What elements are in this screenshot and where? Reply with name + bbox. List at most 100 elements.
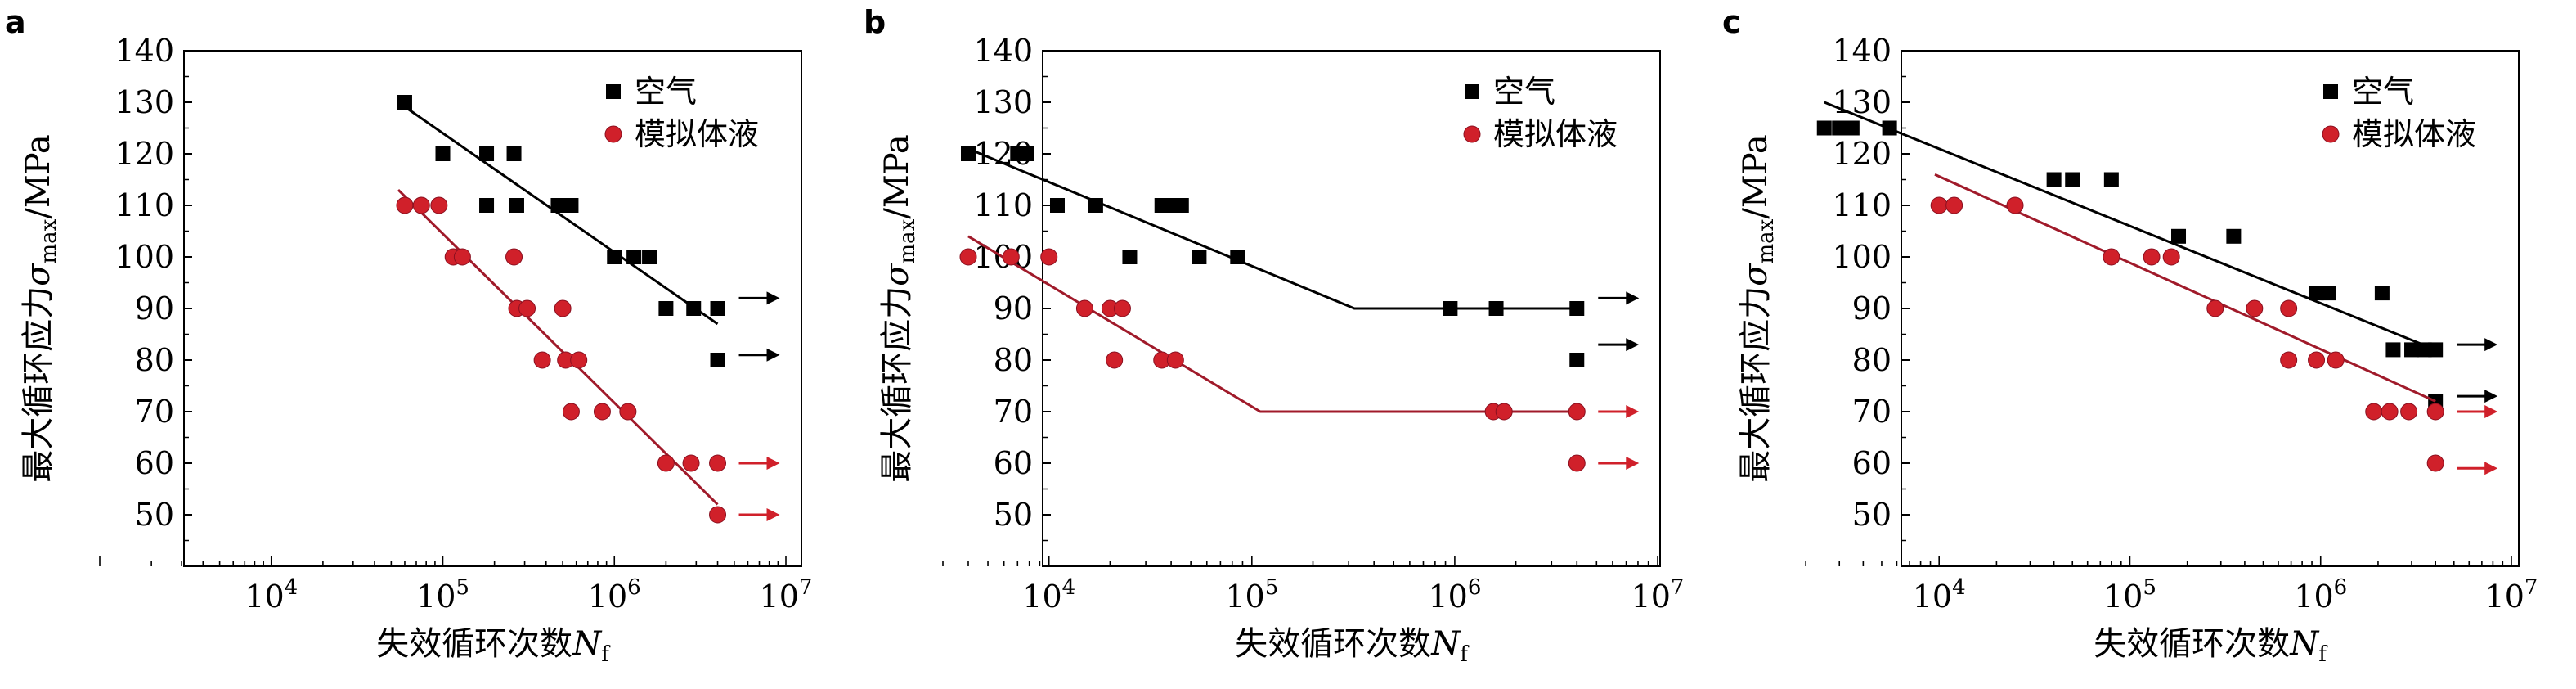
data-point-sbf (2103, 248, 2120, 266)
chart-c-svg: c 50 60 70 80 90 100 110 120 130 140 104 105 106 107 失效… (1722, 4, 2538, 667)
data-point-sbf (2365, 403, 2383, 421)
data-point-sbf (2426, 454, 2444, 472)
data-point-sbf (533, 351, 551, 369)
legend-marker-air (606, 84, 621, 99)
data-point-air (2309, 286, 2324, 301)
y-tick-label: 130 (1832, 84, 1892, 120)
data-point-air (658, 301, 674, 316)
data-point-sbf (1166, 351, 1184, 369)
legend-marker-sbf (1463, 125, 1481, 143)
data-point-air (2321, 286, 2336, 301)
data-point-sbf (2381, 403, 2399, 421)
panel-a: a 50 60 70 80 90 100 110 120 130 140 104 105 106 107 失效… (0, 0, 859, 689)
y-tick-label: 70 (135, 394, 174, 430)
y-tick-label: 120 (114, 136, 174, 172)
data-point-air (563, 198, 579, 213)
y-tick-label: 80 (994, 342, 1033, 378)
panel-label: a (5, 4, 26, 40)
data-point-air (397, 95, 412, 110)
data-point-air (2417, 342, 2432, 358)
runout-arrow-head (766, 508, 780, 521)
data-point-air (2226, 228, 2242, 244)
data-point-sbf (518, 299, 536, 317)
panel-label: b (864, 4, 886, 40)
data-point-sbf (1040, 248, 1058, 266)
data-point-air (1154, 198, 1169, 213)
data-point-air (1844, 120, 1860, 136)
data-point-sbf (2206, 299, 2224, 317)
x-axis-label: 失效循环次数Nf (376, 625, 611, 667)
fit-line-air (967, 147, 1577, 310)
data-point-air (509, 198, 524, 213)
data-point-air (1088, 198, 1103, 213)
data-point-air (550, 198, 566, 213)
legend-label-air: 空气 (635, 74, 697, 110)
y-axis-label: 最大循环应力σmax/MPa (20, 134, 61, 483)
runout-arrow-head (2484, 338, 2498, 352)
data-point-air (1049, 198, 1065, 213)
runout-arrow-head (1626, 291, 1640, 305)
fit-line-air (1824, 101, 2436, 351)
legend-label-air: 空气 (1493, 74, 1555, 110)
data-point-sbf (396, 196, 414, 214)
data-point-sbf (2308, 351, 2326, 369)
data-point-air (479, 146, 495, 161)
data-point-air (2046, 172, 2062, 187)
data-point-sbf (593, 403, 611, 421)
y-tick-label: 100 (114, 239, 174, 275)
y-tick-label: 100 (1832, 239, 1892, 275)
data-point-air (960, 146, 976, 161)
data-point-sbf (657, 454, 675, 472)
data-point-air (2103, 172, 2119, 187)
x-tick-label: 106 (588, 575, 641, 615)
y-tick-label: 50 (994, 497, 1033, 533)
data-point-air (1019, 146, 1034, 161)
data-point-air (607, 250, 622, 264)
panel-label: c (1722, 4, 1741, 40)
x-tick-label: 105 (1225, 575, 1278, 615)
data-point-sbf (619, 403, 637, 421)
data-point-sbf (959, 248, 977, 266)
data-point-sbf (570, 351, 588, 369)
runout-arrow-head (1626, 405, 1640, 418)
legend-label-sbf: 模拟体液 (635, 116, 759, 152)
data-point-air (1122, 250, 1138, 264)
y-axis-label: 最大循环应力σmax/MPa (1737, 134, 1779, 483)
runout-arrow-head (766, 457, 780, 470)
y-tick-label: 130 (973, 84, 1033, 120)
chart-a-svg: a 50 60 70 80 90 100 110 120 130 140 104 105 106 107 失效… (5, 4, 812, 667)
data-point-air (1569, 353, 1585, 367)
y-tick-label: 80 (135, 342, 174, 378)
data-point-sbf (430, 196, 448, 214)
y-tick-label: 60 (135, 445, 174, 481)
data-point-sbf (2162, 248, 2180, 266)
y-tick-label: 60 (994, 445, 1033, 481)
data-point-air (1488, 301, 1504, 316)
y-tick-label: 90 (1852, 290, 1892, 326)
data-point-sbf (562, 403, 580, 421)
data-point-air (1569, 301, 1585, 316)
data-point-air (435, 146, 451, 161)
legend-marker-air (2323, 84, 2338, 99)
data-point-sbf (1930, 196, 1948, 214)
runout-arrow-head (1626, 338, 1640, 352)
legend-marker-sbf (2322, 125, 2340, 143)
data-point-sbf (2006, 196, 2024, 214)
data-point-sbf (1002, 248, 1020, 266)
data-point-sbf (1075, 299, 1093, 317)
x-tick-label: 105 (2103, 575, 2156, 615)
runout-arrow-head (2484, 390, 2498, 403)
legend-label-sbf: 模拟体液 (1493, 116, 1618, 152)
y-tick-label: 130 (114, 84, 174, 120)
panel-c: c 50 60 70 80 90 100 110 120 130 140 104 105 106 107 失效… (1717, 0, 2576, 689)
data-point-air (710, 301, 725, 316)
data-point-sbf (682, 454, 700, 472)
panel-b: b5060708090100110120130140104105106107失效… (859, 0, 1717, 689)
chart-b-svg: b5060708090100110120130140104105106107失效… (864, 4, 1684, 667)
data-point-air (1832, 120, 1847, 136)
y-tick-label: 140 (114, 33, 174, 69)
data-point-sbf (2426, 403, 2444, 421)
data-point-air (506, 146, 522, 161)
data-point-sbf (1945, 196, 1963, 214)
